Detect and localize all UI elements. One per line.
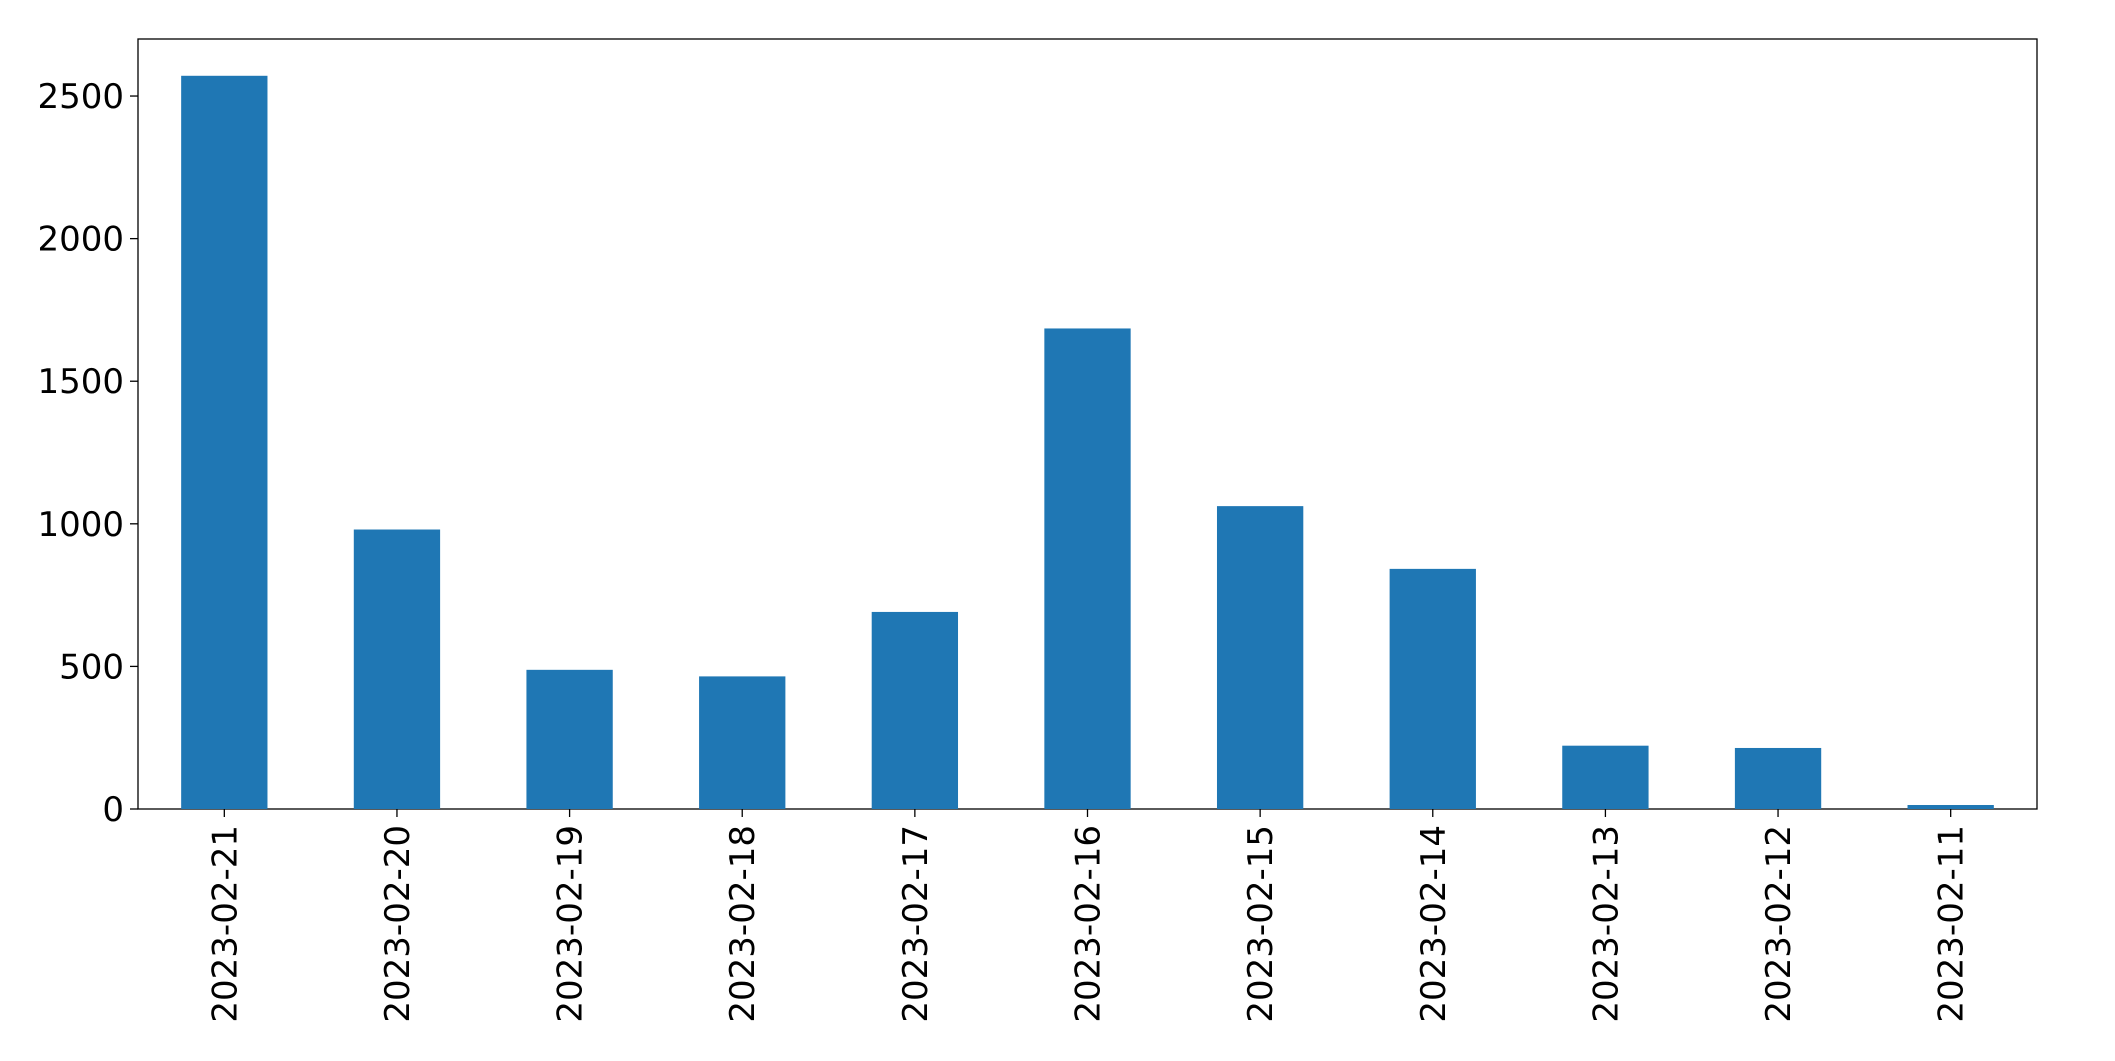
x-tick-label: 2023-02-18 xyxy=(723,825,763,1023)
bar xyxy=(353,529,441,809)
bar xyxy=(181,75,268,810)
bar xyxy=(1389,568,1476,809)
bar xyxy=(1562,745,1649,809)
x-tick-label: 2023-02-19 xyxy=(551,825,591,1023)
x-tick-label: 2023-02-15 xyxy=(1241,825,1281,1023)
bar xyxy=(1734,747,1822,809)
bar xyxy=(1216,506,1304,809)
x-tick-label: 2023-02-14 xyxy=(1414,825,1454,1023)
bar xyxy=(1907,805,1994,809)
x-tick-label: 2023-02-20 xyxy=(378,825,418,1023)
bar xyxy=(871,611,959,809)
bar xyxy=(526,669,613,809)
x-tick-label: 2023-02-13 xyxy=(1586,825,1626,1023)
y-tick-label: 1000 xyxy=(37,505,124,545)
y-tick-label: 500 xyxy=(59,647,124,687)
bar xyxy=(1044,328,1131,809)
x-tick-label: 2023-02-11 xyxy=(1932,825,1972,1023)
x-tick-label: 2023-02-21 xyxy=(205,825,245,1023)
y-tick-label: 1500 xyxy=(37,362,124,402)
y-tick-label: 2000 xyxy=(37,220,124,260)
bar xyxy=(699,676,786,809)
y-tick-label: 0 xyxy=(102,790,124,830)
x-tick-label: 2023-02-12 xyxy=(1759,825,1799,1023)
x-tick-label: 2023-02-16 xyxy=(1069,825,1109,1023)
y-tick-label: 2500 xyxy=(37,77,124,117)
x-tick-label: 2023-02-17 xyxy=(896,825,936,1023)
